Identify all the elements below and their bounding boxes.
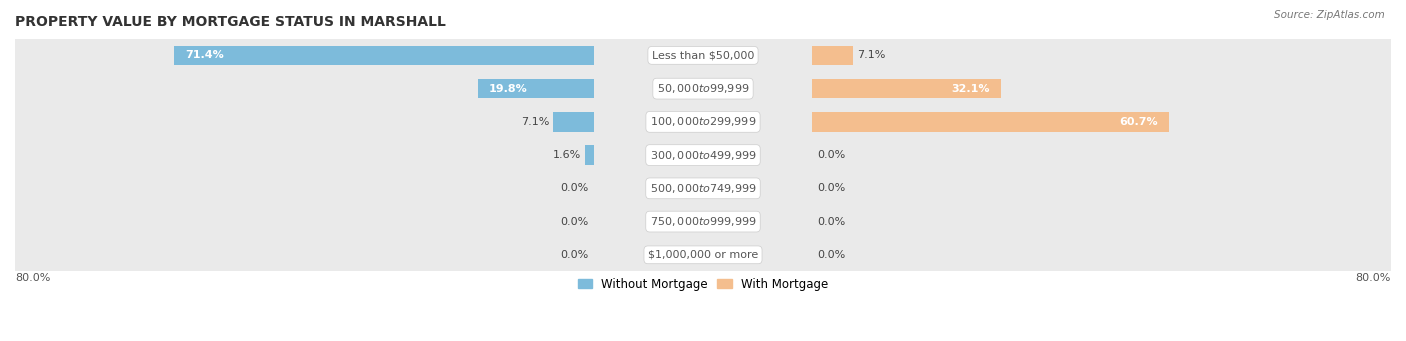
Text: $50,000 to $99,999: $50,000 to $99,999 [657,82,749,95]
Text: 0.0%: 0.0% [817,183,845,193]
Legend: Without Mortgage, With Mortgage: Without Mortgage, With Mortgage [574,273,832,296]
Text: 32.1%: 32.1% [950,84,990,94]
Bar [15,105,1391,138]
Bar [478,79,595,98]
Bar [15,39,1391,72]
Text: Less than $50,000: Less than $50,000 [652,50,754,60]
Text: 0.0%: 0.0% [561,217,589,226]
Text: 80.0%: 80.0% [15,273,51,283]
Text: 0.0%: 0.0% [817,150,845,160]
Text: 1.6%: 1.6% [553,150,581,160]
Bar [811,112,1168,132]
Text: $100,000 to $299,999: $100,000 to $299,999 [650,115,756,128]
Bar [15,172,1391,205]
Text: 80.0%: 80.0% [1355,273,1391,283]
Text: PROPERTY VALUE BY MORTGAGE STATUS IN MARSHALL: PROPERTY VALUE BY MORTGAGE STATUS IN MAR… [15,15,446,29]
Text: 0.0%: 0.0% [561,250,589,260]
Bar [15,138,1391,172]
Text: 7.1%: 7.1% [520,117,548,127]
Text: 0.0%: 0.0% [561,183,589,193]
Text: 7.1%: 7.1% [858,50,886,60]
Bar [811,79,1001,98]
Bar [553,112,595,132]
Text: 60.7%: 60.7% [1119,117,1159,127]
Text: 0.0%: 0.0% [817,250,845,260]
Bar [15,238,1391,271]
Text: $750,000 to $999,999: $750,000 to $999,999 [650,215,756,228]
Text: $500,000 to $749,999: $500,000 to $749,999 [650,182,756,195]
Bar [585,146,595,165]
Text: $1,000,000 or more: $1,000,000 or more [648,250,758,260]
Text: $300,000 to $499,999: $300,000 to $499,999 [650,149,756,162]
Bar [174,46,595,65]
Text: 71.4%: 71.4% [186,50,224,60]
Text: Source: ZipAtlas.com: Source: ZipAtlas.com [1274,10,1385,20]
Bar [15,205,1391,238]
Bar [811,46,853,65]
Bar [15,72,1391,105]
Text: 19.8%: 19.8% [489,84,527,94]
Text: 0.0%: 0.0% [817,217,845,226]
